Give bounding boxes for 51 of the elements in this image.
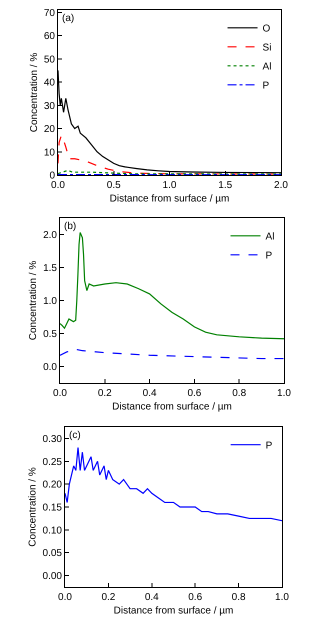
y-axis-title: Concentration / % — [28, 260, 40, 340]
y-axis-title: Concentration / % — [28, 467, 39, 547]
y-tick-label: 0.05 — [42, 548, 62, 560]
y-tick-label: 0.10 — [42, 525, 62, 536]
x-tick-label: 1.0 — [275, 592, 290, 603]
y-tick-label: 40 — [44, 78, 56, 89]
legend-label: P — [266, 250, 273, 262]
y-tick-label: 70 — [44, 8, 56, 19]
x-tick-label: 0.6 — [187, 388, 202, 399]
y-tick-label: 0.5 — [43, 329, 58, 340]
y-tick-label: 0.25 — [42, 456, 62, 468]
y-tick-label: 30 — [44, 100, 56, 112]
y-tick-label: 0.15 — [42, 502, 62, 514]
y-axis-title: Concentration / % — [28, 52, 40, 132]
x-tick-label: 0.2 — [98, 388, 112, 399]
y-tick-label: 1.0 — [43, 296, 58, 307]
y-tick-label: 1.5 — [43, 263, 58, 274]
x-tick-label: 1.0 — [277, 388, 292, 399]
y-tick-label: 0.30 — [42, 434, 62, 445]
legend-label: Si — [262, 42, 272, 54]
y-tick-label: 0 — [49, 170, 56, 182]
x-tick-label: 1.0 — [162, 180, 177, 191]
legend-label: P — [262, 80, 270, 92]
y-tick-label: 0.20 — [42, 480, 62, 491]
x-tick-label: 0.2 — [101, 592, 116, 603]
x-tick-label: 0.0 — [58, 592, 72, 603]
y-tick-label: 10 — [44, 147, 56, 158]
x-tick-label: 0.8 — [232, 388, 247, 399]
x-tick-label: 0.4 — [142, 388, 157, 399]
x-tick-label: 1.5 — [218, 180, 233, 191]
annotation: (b) — [64, 221, 76, 232]
y-tick-label: 20 — [44, 124, 56, 136]
x-tick-label: 0.6 — [188, 592, 203, 603]
annotation: (c) — [69, 430, 81, 441]
x-axis-title: Distance from surface / µm — [114, 606, 234, 616]
x-axis-title: Distance from surface / µm — [112, 402, 232, 412]
x-tick-label: 0.5 — [106, 180, 122, 191]
y-tick-label: 0.0 — [43, 362, 58, 373]
annotation: (a) — [62, 13, 74, 24]
y-tick-label: 0.00 — [42, 571, 62, 582]
y-tick-label: 60 — [44, 31, 56, 42]
x-axis-title: Distance from surface / µm — [110, 194, 230, 204]
legend-label: Al — [266, 232, 274, 243]
legend-label: P — [266, 440, 273, 452]
legend-label: Al — [262, 62, 272, 73]
x-tick-label: 0.4 — [144, 592, 160, 603]
y-tick-label: 2.0 — [43, 230, 58, 241]
legend-label: O — [262, 24, 271, 35]
x-tick-label: 0.8 — [232, 592, 246, 603]
x-tick-label: 2.0 — [274, 180, 288, 191]
y-tick-label: 50 — [44, 54, 56, 66]
